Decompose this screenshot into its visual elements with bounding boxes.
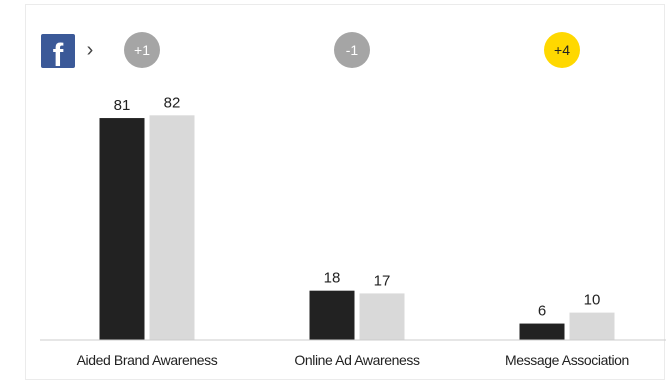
delta-badge-label-1: -1	[346, 42, 359, 58]
bar-1-series-1	[359, 293, 405, 340]
bars	[99, 115, 615, 340]
delta-badge-1	[334, 32, 370, 68]
value-label-0-series-0: 81	[114, 97, 131, 114]
delta-badge-0	[124, 32, 160, 68]
bar-1-series-0	[309, 290, 355, 340]
delta-badge-2	[544, 32, 580, 68]
value-label-1-series-0: 18	[324, 270, 341, 287]
bar-0-series-1	[149, 115, 195, 340]
value-label-0-series-1: 82	[164, 94, 181, 111]
bar-2-series-1	[569, 312, 615, 340]
value-labels: 81 82 18 17 6 10	[114, 94, 601, 319]
delta-badge-label-2: +4	[554, 42, 570, 58]
category-labels: Aided Brand Awareness Online Ad Awareness…	[77, 352, 630, 368]
value-label-2-series-1: 10	[584, 292, 601, 309]
chevron-right-icon: ›	[87, 39, 94, 61]
facebook-icon-letter: f	[53, 37, 64, 73]
value-label-1-series-1: 17	[374, 272, 391, 289]
category-label-0: Aided Brand Awareness	[77, 352, 218, 368]
category-label-2: Message Association	[505, 352, 629, 368]
bar-0-series-0	[99, 118, 145, 340]
delta-badges: +1 -1 +4	[124, 32, 580, 68]
delta-badge-label-0: +1	[134, 42, 150, 58]
bar-2-series-0	[519, 323, 565, 340]
value-label-2-series-0: 6	[538, 303, 546, 320]
category-label-1: Online Ad Awareness	[294, 352, 420, 368]
facebook-icon	[41, 34, 75, 68]
chart-header: f ›	[41, 34, 93, 73]
